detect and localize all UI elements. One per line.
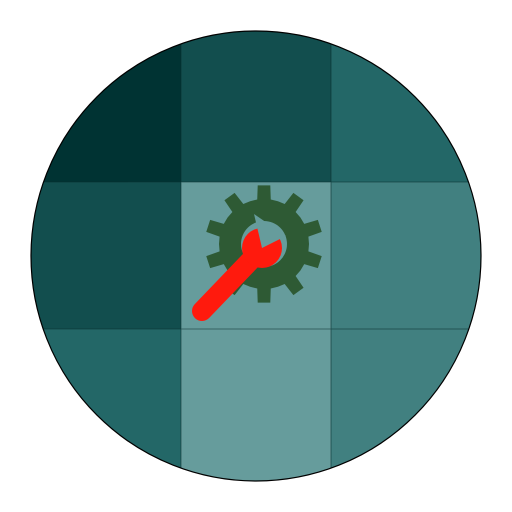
tile-middle-right [331, 182, 481, 329]
wrench-icon [192, 214, 286, 321]
tile-bottom-right [331, 329, 481, 481]
tile-top-left [31, 31, 181, 182]
tile-top-center [181, 31, 331, 182]
tile-middle-left [31, 182, 181, 329]
tile-top-right [331, 31, 481, 182]
tile-bottom-center [181, 329, 331, 481]
tile-bottom-left [31, 329, 181, 481]
circle-outline [30, 30, 482, 482]
